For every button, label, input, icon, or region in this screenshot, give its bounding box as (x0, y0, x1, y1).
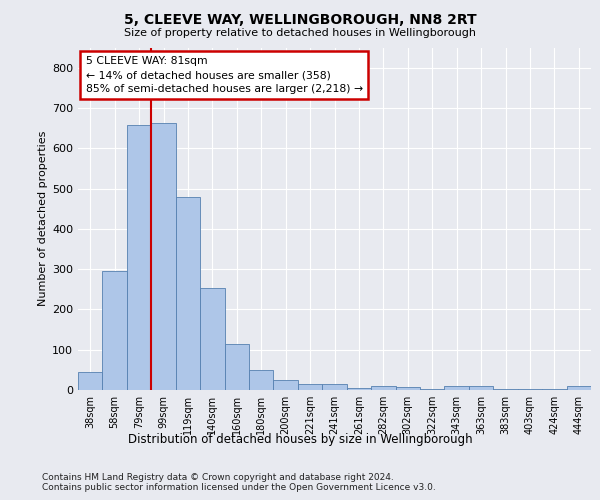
Bar (224, 344, 249, 390)
Bar (78, 372, 103, 390)
Text: Distribution of detached houses by size in Wellingborough: Distribution of detached houses by size … (128, 432, 472, 446)
Bar (176, 198, 200, 390)
Text: Contains HM Land Registry data © Crown copyright and database right 2024.: Contains HM Land Registry data © Crown c… (42, 472, 394, 482)
Bar (420, 389, 445, 390)
Bar (469, 386, 493, 390)
Bar (445, 386, 469, 390)
Bar (249, 370, 274, 390)
Text: 5, CLEEVE WAY, WELLINGBOROUGH, NN8 2RT: 5, CLEEVE WAY, WELLINGBOROUGH, NN8 2RT (124, 12, 476, 26)
Bar (493, 389, 518, 390)
Bar (200, 288, 224, 390)
Bar (566, 386, 591, 390)
Bar (395, 387, 420, 390)
Bar (371, 386, 395, 390)
Bar (103, 271, 127, 390)
Bar (518, 389, 542, 390)
Bar (347, 388, 371, 390)
Bar (298, 384, 322, 390)
Text: Size of property relative to detached houses in Wellingborough: Size of property relative to detached ho… (124, 28, 476, 38)
Bar (542, 389, 566, 390)
Bar (322, 384, 347, 390)
Bar (274, 380, 298, 390)
Bar (127, 126, 151, 390)
Text: Contains public sector information licensed under the Open Government Licence v3: Contains public sector information licen… (42, 482, 436, 492)
Text: 5 CLEEVE WAY: 81sqm
← 14% of detached houses are smaller (358)
85% of semi-detac: 5 CLEEVE WAY: 81sqm ← 14% of detached ho… (86, 56, 363, 94)
Bar (151, 124, 176, 390)
Y-axis label: Number of detached properties: Number of detached properties (38, 131, 48, 306)
